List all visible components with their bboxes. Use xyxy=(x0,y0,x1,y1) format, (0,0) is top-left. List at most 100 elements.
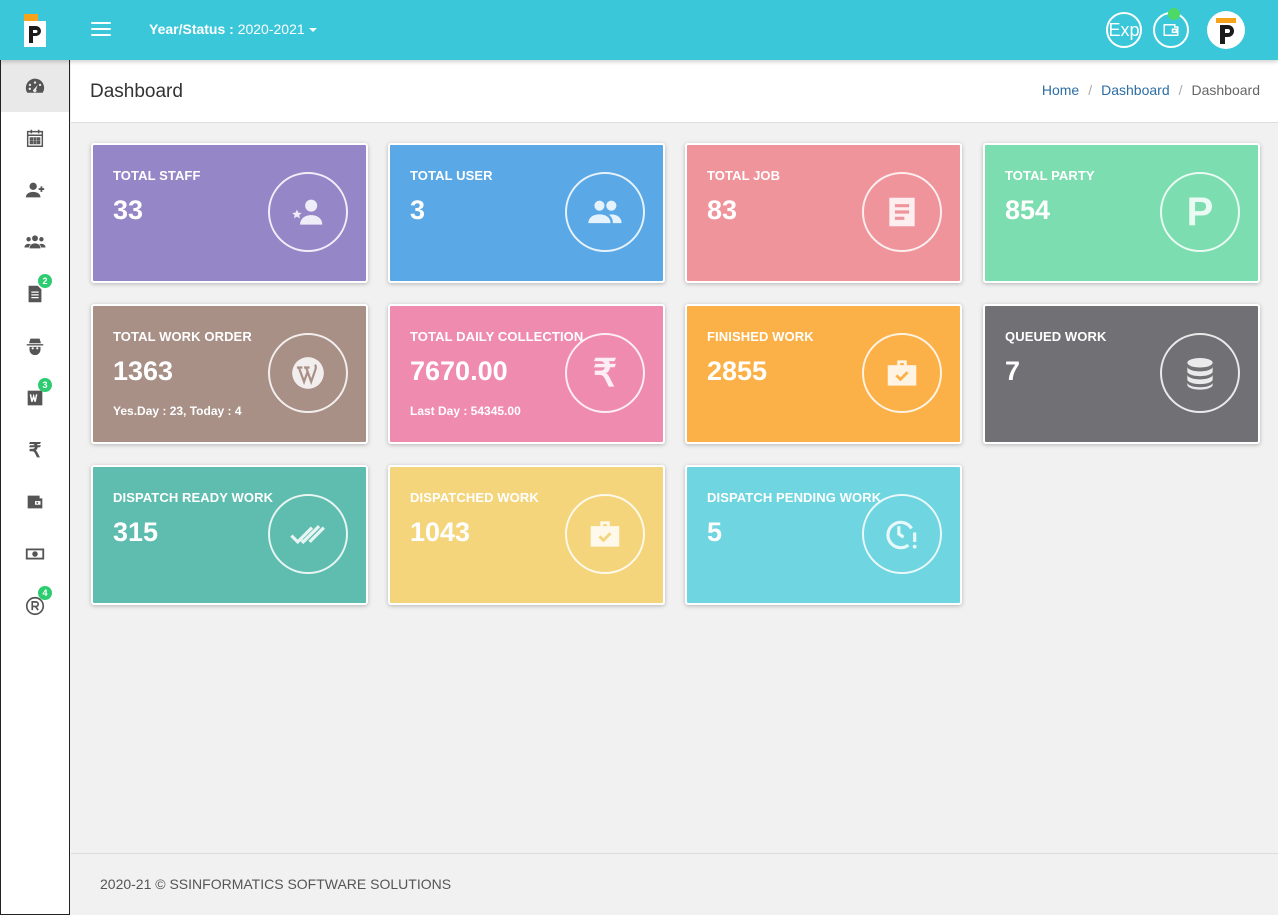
year-status-label: Year/Status : xyxy=(149,21,238,37)
card-icon-circle xyxy=(862,172,942,252)
sidebar-item-documents[interactable]: 2 xyxy=(1,268,69,320)
app-logo[interactable] xyxy=(24,14,46,47)
card-value: 1043 xyxy=(410,517,471,547)
card-label: QUEUED WORK xyxy=(1005,329,1107,344)
card-label: TOTAL PARTY xyxy=(1005,168,1095,183)
card-queued-work[interactable]: QUEUED WORK 7 xyxy=(983,304,1260,444)
word-icon xyxy=(27,390,43,406)
breadcrumb-current: Dashboard xyxy=(1191,82,1261,98)
clock-alert-icon xyxy=(886,520,917,550)
menu-icon-line xyxy=(91,28,111,30)
card-icon-circle xyxy=(862,333,942,413)
spy-icon xyxy=(26,338,44,356)
database-icon xyxy=(1187,357,1213,390)
card-icon-circle xyxy=(565,494,645,574)
sidebar-item-money[interactable] xyxy=(1,528,69,580)
wallet-badge xyxy=(1168,8,1180,20)
wordpress-icon xyxy=(292,357,324,389)
card-label: DISPATCH PENDING WORK xyxy=(707,490,882,505)
card-total-staff[interactable]: TOTAL STAFF 33 xyxy=(91,143,368,283)
card-label: TOTAL JOB xyxy=(707,168,781,183)
users-icon xyxy=(588,200,622,224)
sidebar-item-dashboard[interactable] xyxy=(1,60,69,112)
breadcrumb-home-link[interactable]: Home xyxy=(1041,82,1080,98)
card-subtext: Last Day : 54345.00 xyxy=(410,404,521,418)
breadcrumb-dashboard-link[interactable]: Dashboard xyxy=(1101,82,1170,98)
breadcrumb-separator: / xyxy=(1088,82,1093,98)
card-total-job[interactable]: TOTAL JOB 83 xyxy=(685,143,962,283)
card-value: 315 xyxy=(113,517,159,547)
footer: 2020-21 © SSINFORMATICS SOFTWARE SOLUTIO… xyxy=(71,853,1278,915)
breadcrumb-separator: / xyxy=(1178,82,1183,98)
footer-copyright: 2020-21 © SSINFORMATICS SOFTWARE SOLUTIO… xyxy=(100,876,452,892)
page-title: Dashboard xyxy=(90,81,183,102)
card-label: TOTAL WORK ORDER xyxy=(113,329,252,344)
rupee-icon: ₹ xyxy=(28,439,42,462)
card-total-daily-collection[interactable]: TOTAL DAILY COLLECTION 7670.00 Last Day … xyxy=(388,304,665,444)
calendar-icon xyxy=(26,129,44,147)
card-dispatched-work[interactable]: DISPATCHED WORK 1043 xyxy=(388,465,665,605)
card-label: DISPATCH READY WORK xyxy=(113,490,274,505)
wallet-icon xyxy=(27,495,43,509)
card-label: DISPATCHED WORK xyxy=(410,490,539,505)
card-icon-circle xyxy=(862,494,942,574)
sidebar-item-users[interactable] xyxy=(1,216,69,268)
card-total-work-order[interactable]: TOTAL WORK ORDER 1363 Yes.Day : 23, Toda… xyxy=(91,304,368,444)
menu-icon-line xyxy=(91,22,111,24)
exp-button[interactable]: Exp xyxy=(1106,12,1142,48)
card-dispatch-ready-work[interactable]: DISPATCH READY WORK 315 xyxy=(91,465,368,605)
sidebar-item-calendar[interactable] xyxy=(1,112,69,164)
year-status-dropdown[interactable]: Year/Status : 2020-2021 xyxy=(149,21,317,37)
card-finished-work[interactable]: FINISHED WORK 2855 xyxy=(685,304,962,444)
card-value: 83 xyxy=(707,195,738,225)
card-icon-circle: P xyxy=(1160,172,1240,252)
sidebar-item-rupee[interactable]: ₹ xyxy=(1,424,69,476)
sidebar: 2 3 ₹ 4 xyxy=(0,60,70,915)
card-label: TOTAL DAILY COLLECTION xyxy=(410,329,584,344)
card-icon-circle xyxy=(1160,333,1240,413)
sidebar-item-wallet[interactable] xyxy=(1,476,69,528)
menu-icon-line xyxy=(91,34,111,36)
card-total-party[interactable]: TOTAL PARTY 854 P xyxy=(983,143,1260,283)
card-icon-circle xyxy=(268,333,348,413)
card-icon-circle xyxy=(565,172,645,252)
party-p-icon: P xyxy=(1186,189,1214,234)
card-value: 854 xyxy=(1005,195,1051,225)
sidebar-badge-registered: 4 xyxy=(38,586,52,600)
sidebar-item-spy[interactable] xyxy=(1,320,69,372)
year-status-value: 2020-2021 xyxy=(237,21,305,37)
card-icon-circle: ₹ xyxy=(565,333,645,413)
card-icon-circle xyxy=(268,494,348,574)
money-icon xyxy=(25,548,45,560)
wallet-button[interactable] xyxy=(1153,8,1189,48)
menu-toggle-button[interactable] xyxy=(91,22,111,38)
dashboard-icon xyxy=(25,78,45,93)
card-value: 5 xyxy=(707,517,723,547)
sidebar-item-registered[interactable]: 4 xyxy=(1,580,69,632)
card-value: 3 xyxy=(410,195,426,225)
card-value: 2855 xyxy=(707,356,768,386)
card-dispatch-pending-work[interactable]: DISPATCH PENDING WORK 5 xyxy=(685,465,962,605)
double-check-icon xyxy=(290,524,325,545)
staff-icon xyxy=(292,199,323,225)
registered-icon xyxy=(25,596,45,616)
sidebar-badge-word: 3 xyxy=(38,378,52,392)
card-total-user[interactable]: TOTAL USER 3 xyxy=(388,143,665,283)
card-value: 7 xyxy=(1005,356,1021,386)
caret-down-icon xyxy=(308,28,317,33)
card-label: TOTAL STAFF xyxy=(113,168,201,183)
document-icon xyxy=(889,197,915,227)
breadcrumb: Home / Dashboard / Dashboard xyxy=(1042,82,1260,98)
card-subtext: Yes.Day : 23, Today : 4 xyxy=(113,404,242,418)
sidebar-item-word[interactable]: 3 xyxy=(1,372,69,424)
briefcase-check-icon xyxy=(887,360,917,386)
user-avatar[interactable] xyxy=(1207,11,1245,49)
sidebar-item-add-user[interactable] xyxy=(1,164,69,216)
briefcase-check-icon xyxy=(590,521,620,547)
add-user-icon xyxy=(25,182,45,198)
card-value: 1363 xyxy=(113,356,174,386)
top-navbar: Year/Status : 2020-2021 Exp xyxy=(0,0,1278,60)
rupee-icon: ₹ xyxy=(592,352,618,395)
card-value: 7670.00 xyxy=(410,356,508,386)
page-header: Dashboard Home / Dashboard / Dashboard xyxy=(71,60,1278,123)
